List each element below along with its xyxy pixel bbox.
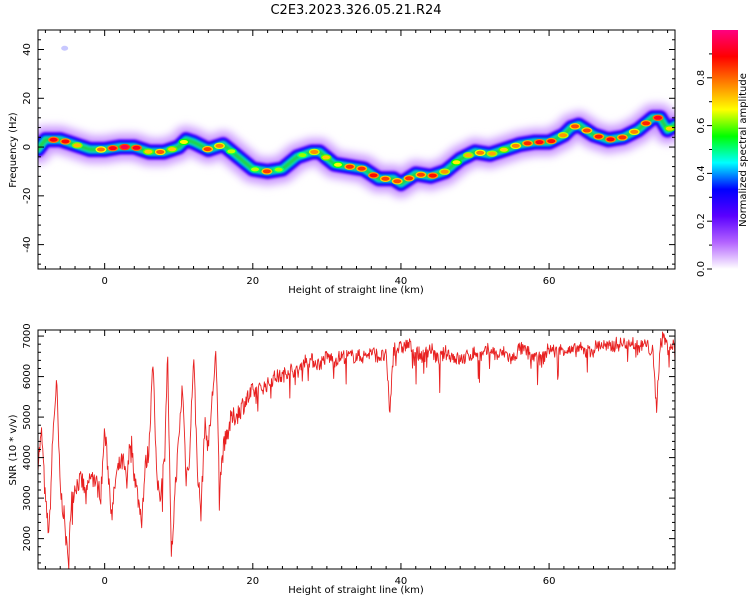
ridge-peak <box>464 153 473 158</box>
spectrogram-y-tick-label: 20 <box>22 92 33 105</box>
colorbar-label: Normalized spectral amplitude <box>738 73 749 227</box>
ridge-peak <box>345 164 354 169</box>
ridge-peak <box>665 126 674 131</box>
ridge-peak <box>535 140 544 145</box>
ridge-peak <box>405 176 414 181</box>
colorbar-ticks: 0.0 0.2 0.4 0.6 0.8 <box>696 53 712 277</box>
ridge-peak <box>559 133 568 138</box>
snr-plot-area <box>38 330 675 569</box>
ridge-peak <box>274 167 283 172</box>
snr-x-label: Height of straight line (km) <box>288 585 424 596</box>
ridge-peak <box>369 173 378 178</box>
ridge-peak <box>630 129 639 134</box>
snr-y-tick-label: 6000 <box>22 364 33 389</box>
colorbar-tick-label: 0.8 <box>696 70 707 86</box>
spectrogram-y-tick-label: 0 <box>22 144 33 150</box>
ridge-peak <box>333 162 342 167</box>
ridge-peak <box>108 146 117 151</box>
snr-ticks: 0 20 40 60 2000 3000 4000 5000 6000 7000 <box>22 323 675 587</box>
spectrogram-x-label: Height of straight line (km) <box>288 285 424 296</box>
spectrogram-y-tick-label: 40 <box>22 43 33 56</box>
spectrogram-x-tick-label: 60 <box>543 276 556 287</box>
ridge-peak <box>606 137 615 142</box>
snr-y-tick-label: 3000 <box>22 485 33 510</box>
ridge-peak <box>476 150 485 155</box>
spectrogram-x-tick-label: 40 <box>395 276 408 287</box>
snr-panel: 0 20 40 60 2000 3000 4000 5000 6000 7000 Height o… <box>8 323 676 596</box>
ridge-peak <box>251 167 260 172</box>
snr-x-tick-label: 20 <box>246 576 259 587</box>
ridge-peak <box>499 147 508 152</box>
colorbar-tick-label: 0.0 <box>696 261 707 277</box>
ridge-peak <box>168 147 177 152</box>
snr-y-tick-label: 5000 <box>22 404 33 429</box>
ridge-peak <box>120 145 129 150</box>
colorbar-tick-label: 0.2 <box>696 213 707 229</box>
ridge-peak <box>642 121 651 126</box>
snr-frame <box>37 329 676 570</box>
ridge-peak <box>227 149 236 154</box>
colorbar: 0.0 0.2 0.4 0.6 0.8 Normalized spectral ampl… <box>696 30 749 277</box>
snr-line <box>38 331 675 569</box>
spectrogram-frame <box>37 29 676 270</box>
spectrogram-blip <box>61 45 69 51</box>
ridge-peak <box>452 160 461 165</box>
ridge-peak <box>61 139 70 144</box>
figure-title: C2E3.2023.326.05.21.R24 <box>270 3 441 18</box>
ridge-peak <box>132 145 141 150</box>
colorbar-tick-label: 0.4 <box>696 165 707 181</box>
colorbar-gradient <box>712 30 738 269</box>
snr-x-tick-label: 0 <box>101 576 107 587</box>
ridge-peak <box>310 149 319 154</box>
spectrogram-x-tick-label: 0 <box>101 276 107 287</box>
ridge-peak <box>523 141 532 146</box>
ridge-peak <box>322 155 331 160</box>
spectrogram-panel: 0 20 40 60 -40 -20 0 20 40 Height of straight li… <box>8 29 676 296</box>
ridge-peak <box>488 151 497 156</box>
snr-y-tick-label: 4000 <box>22 445 33 470</box>
snr-y-tick-label: 7000 <box>22 323 33 348</box>
ridge-peak <box>582 128 591 133</box>
ridge-peak <box>547 139 556 144</box>
ridge-peak <box>357 166 366 171</box>
ridge-peak <box>381 176 390 181</box>
snr-x-tick-label: 60 <box>543 576 556 587</box>
spectrogram-heatmap <box>38 45 675 201</box>
ridge-peak <box>262 169 271 174</box>
ridge-peak <box>179 139 188 144</box>
ridge-peak <box>203 147 212 152</box>
ridge-peak <box>298 153 307 158</box>
snr-series <box>38 331 675 569</box>
ridge-peak <box>571 124 580 129</box>
ridge-peak <box>156 149 165 154</box>
ridge-peak <box>440 169 449 174</box>
ridge-peak <box>428 173 437 178</box>
ridge-peak <box>653 115 662 120</box>
colorbar-tick-label: 0.6 <box>696 118 707 134</box>
ridge-peak <box>215 143 224 148</box>
spectrogram-y-label: Frequency (Hz) <box>8 112 19 188</box>
spectrogram-y-tick-label: -40 <box>22 236 33 252</box>
snr-y-label: SNR (10 * v/v) <box>8 414 19 485</box>
spectrogram-x-tick-label: 20 <box>246 276 259 287</box>
ridge-peak <box>511 143 520 148</box>
ridge-peak <box>73 143 82 148</box>
ridge-peak <box>618 135 627 140</box>
ridge-peak <box>49 137 58 142</box>
snr-y-tick-label: 2000 <box>22 526 33 551</box>
ridge-peak <box>393 179 402 184</box>
snr-x-tick-label: 40 <box>395 576 408 587</box>
ridge-peak <box>144 149 153 154</box>
ridge-peak <box>594 134 603 139</box>
ridge-peak <box>96 147 105 152</box>
spectrogram-y-tick-label: -20 <box>22 188 33 204</box>
ridge-peak <box>416 172 425 177</box>
